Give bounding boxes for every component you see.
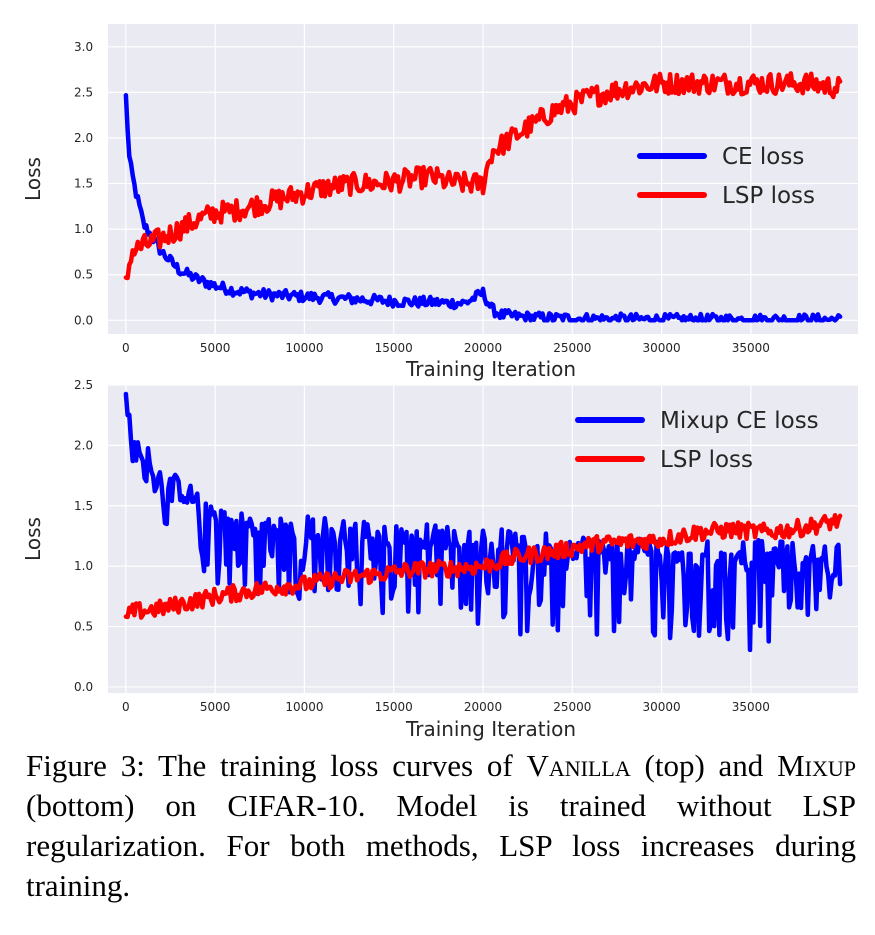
y-tick-label: 2.0 bbox=[74, 131, 93, 145]
y-tick-label: 1.0 bbox=[74, 559, 93, 573]
x-axis-label: Training Iteration bbox=[405, 717, 576, 741]
x-tick-label: 0 bbox=[122, 341, 130, 355]
x-axis-label: Training Iteration bbox=[405, 357, 576, 381]
y-tick-label: 2.5 bbox=[74, 378, 93, 392]
series-line-lsp-loss bbox=[123, 71, 843, 281]
caption-mixup: Mixup bbox=[777, 748, 856, 783]
y-axis-label: Loss bbox=[21, 517, 45, 561]
y-tick-label: 0.0 bbox=[74, 313, 93, 327]
caption-vanilla: Vanilla bbox=[526, 748, 631, 783]
x-tick-label: 0 bbox=[122, 700, 130, 714]
y-tick-label: 1.5 bbox=[74, 499, 93, 513]
legend-label: CE loss bbox=[722, 144, 804, 170]
series-line-ce-loss bbox=[123, 92, 843, 323]
x-tick-label: 30000 bbox=[642, 341, 680, 355]
x-tick-label: 30000 bbox=[642, 700, 680, 714]
y-tick-label: 1.0 bbox=[74, 222, 93, 236]
y-tick-label: 2.0 bbox=[74, 438, 93, 452]
x-tick-label: 10000 bbox=[285, 700, 323, 714]
x-tick-label: 5000 bbox=[200, 700, 231, 714]
x-tick-label: 25000 bbox=[553, 700, 591, 714]
caption-part3: (bottom) on CIFAR-10. Model is trained w… bbox=[26, 748, 864, 903]
series-line-lsp-loss bbox=[123, 512, 843, 620]
legend-label: LSP loss bbox=[722, 183, 815, 209]
x-tick-label: 20000 bbox=[464, 341, 502, 355]
x-tick-label: 35000 bbox=[732, 700, 770, 714]
caption-part2: (top) and bbox=[630, 748, 778, 783]
chart-bottom: 0 5000 10000 15000 20000 25000 30000 35000 0.0 0.… bbox=[21, 378, 858, 741]
legend-label: LSP loss bbox=[660, 447, 753, 473]
x-tick-label: 35000 bbox=[732, 341, 770, 355]
x-tick-label: 25000 bbox=[553, 341, 591, 355]
y-axis-label: Loss bbox=[21, 157, 45, 201]
legend-label: Mixup CE loss bbox=[660, 408, 819, 434]
x-tick-label: 5000 bbox=[200, 341, 231, 355]
y-tick-label: 1.5 bbox=[74, 177, 93, 191]
caption-part1: Figure 3: The training loss curves of bbox=[26, 748, 527, 783]
y-tick-label: 3.0 bbox=[74, 40, 93, 54]
figure: 0 5000 10000 15000 20000 25000 30000 35000 0.0 0.… bbox=[21, 24, 858, 741]
figure-caption: Figure 3: The training loss curves of Va… bbox=[26, 746, 856, 906]
y-tick-label: 2.5 bbox=[74, 85, 93, 99]
x-tick-label: 15000 bbox=[375, 341, 413, 355]
x-tick-label: 15000 bbox=[375, 700, 413, 714]
y-tick-label: 0.5 bbox=[74, 620, 93, 634]
chart-top: 0 5000 10000 15000 20000 25000 30000 35000 0.0 0.… bbox=[21, 24, 858, 381]
x-tick-label: 20000 bbox=[464, 700, 502, 714]
y-tick-label: 0.5 bbox=[74, 268, 93, 282]
x-tick-label: 10000 bbox=[285, 341, 323, 355]
series-line-mixup-ce-loss bbox=[123, 391, 843, 653]
y-tick-label: 0.0 bbox=[74, 680, 93, 694]
